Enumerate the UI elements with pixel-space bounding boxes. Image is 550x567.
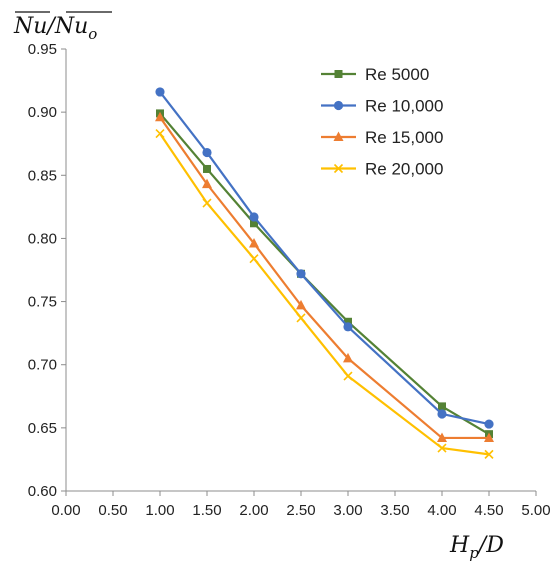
- y-tick-label: 0.80: [28, 230, 57, 247]
- y-tick-label: 0.75: [28, 294, 57, 311]
- data-point: [296, 269, 306, 279]
- x-tick-label: 1.50: [192, 502, 221, 519]
- data-point: [296, 299, 306, 310]
- data-point: [343, 352, 353, 363]
- y-tick-label: 0.95: [28, 41, 57, 58]
- data-point: [249, 237, 259, 248]
- y-axis-title-slash: /: [45, 14, 57, 39]
- y-tick-label: 0.65: [28, 420, 57, 437]
- legend-label: Re 20,000: [365, 160, 443, 179]
- data-point: [438, 402, 446, 411]
- data-point: [343, 322, 353, 332]
- data-point: [249, 212, 259, 222]
- chart-tick-labels: 0.00 0.50 1.00 1.50 2.00 2.50 3.00 3.50 4.00 4.50…: [28, 41, 550, 519]
- chart-series: [155, 87, 494, 459]
- legend-marker: [334, 70, 343, 78]
- data-point: [437, 443, 447, 453]
- y-tick-label: 0.60: [28, 483, 57, 500]
- x-tick-label: 4.00: [427, 502, 456, 519]
- x-tick-label: 2.50: [286, 502, 315, 519]
- data-point: [249, 254, 259, 264]
- x-tick-label: 3.50: [380, 502, 409, 519]
- series-group: [155, 87, 494, 429]
- data-point: [484, 432, 494, 442]
- data-point: [437, 409, 447, 419]
- x-axis-title: Hp/D: [449, 533, 504, 562]
- data-point: [343, 371, 353, 381]
- y-tick-label: 0.90: [28, 104, 57, 121]
- y-axis-title-subscript: o: [88, 25, 97, 43]
- legend-marker: [333, 100, 344, 111]
- data-point: [202, 178, 212, 189]
- data-point: [484, 419, 494, 429]
- data-point: [437, 432, 447, 442]
- data-point: [155, 111, 165, 122]
- x-axis-title-subscript: p: [469, 544, 479, 562]
- data-point: [155, 129, 165, 139]
- x-tick-label: 4.50: [474, 502, 503, 519]
- y-axis-title-denominator: Nu: [54, 14, 88, 39]
- legend-label: Re 5000: [365, 65, 429, 84]
- chart-axes: [61, 48, 537, 496]
- data-point: [484, 449, 494, 459]
- data-point: [202, 147, 212, 158]
- series-group: [155, 129, 494, 459]
- data-point: [296, 313, 306, 323]
- x-tick-label: 1.00: [145, 502, 174, 519]
- series-group: [155, 111, 494, 442]
- x-tick-label: 3.00: [333, 502, 362, 519]
- data-point: [250, 219, 258, 228]
- legend-marker: [333, 163, 344, 174]
- x-tick-label: 0.50: [98, 502, 127, 519]
- legend-marker: [333, 131, 344, 141]
- x-tick-label: 0.00: [51, 502, 80, 519]
- y-axis-title-base: Nu: [13, 14, 47, 39]
- data-point: [203, 164, 211, 173]
- x-axis-title-base: H: [449, 533, 470, 558]
- x-axis-title-slash: /: [477, 533, 489, 558]
- chart-legend: Re 5000 Re 10,000 Re 15,000 Re 20,000: [321, 65, 443, 179]
- legend-label: Re 15,000: [365, 128, 443, 147]
- x-axis-title-denominator: D: [485, 533, 504, 558]
- data-point: [202, 198, 212, 208]
- data-point: [155, 87, 165, 97]
- y-tick-label: 0.85: [28, 167, 57, 184]
- x-tick-label: 5.00: [521, 502, 550, 519]
- data-point: [344, 317, 352, 326]
- legend-label: Re 10,000: [365, 97, 443, 116]
- y-axis-title: Nu/Nuo: [13, 14, 97, 43]
- x-tick-label: 2.00: [239, 502, 268, 519]
- y-tick-label: 0.70: [28, 357, 57, 374]
